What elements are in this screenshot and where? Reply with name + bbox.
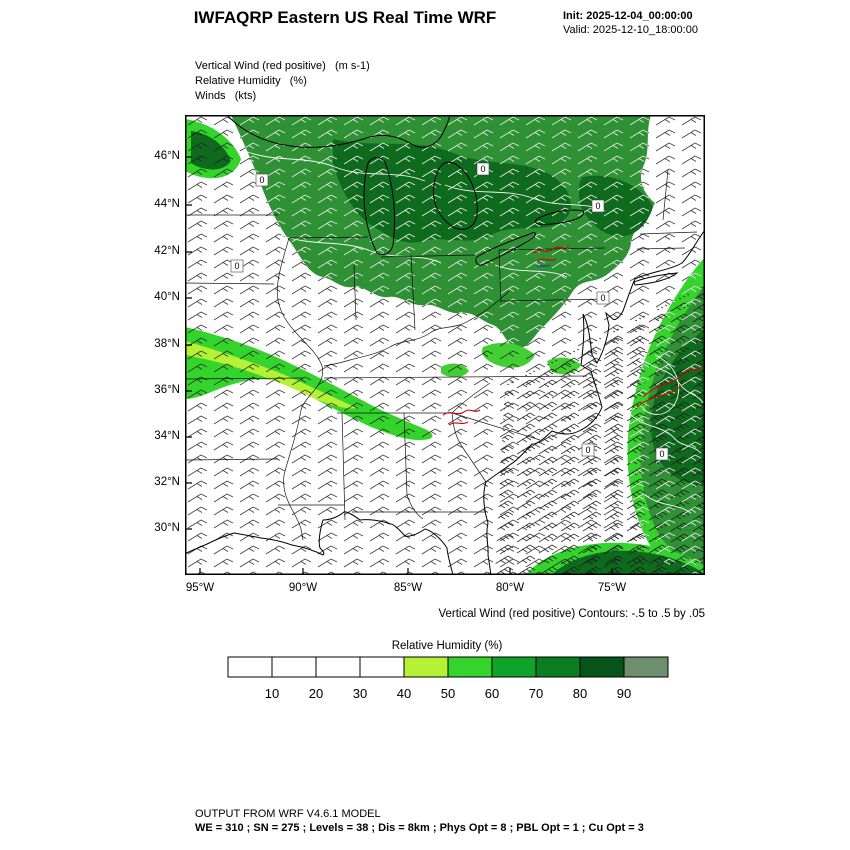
page-title: IWFAQRP Eastern US Real Time WRF: [193, 8, 497, 27]
lat-tick-46n: 46°N: [154, 150, 180, 162]
colorbar-cell: [623, 656, 669, 678]
colorbar-tick: 10: [265, 686, 279, 701]
contour-interval-note: Vertical Wind (red positive) Contours: -…: [438, 608, 705, 620]
vertical-wind-contours: [442, 245, 703, 426]
field-label-winds: Winds (kts): [195, 90, 257, 102]
model-config-line: WE = 310 ; SN = 275 ; Levels = 38 ; Dis …: [195, 822, 644, 834]
lat-tick-30n: 30°N: [154, 522, 180, 534]
colorbar-cell: [447, 656, 493, 678]
zero-contour-labels: 0 0 0 0 0 0 0: [230, 162, 669, 461]
lat-tick-36n: 36°N: [154, 384, 180, 396]
lat-tick-38n: 38°N: [154, 338, 180, 350]
wind-barbs: [185, 115, 705, 575]
white-barbs-over-shading: [231, 115, 655, 348]
colorbar-cell: [403, 656, 449, 678]
lon-tick-95w: 95°W: [185, 582, 215, 594]
weather-map: 0 0 0 0 0 0 0: [185, 115, 705, 575]
coastline: [185, 229, 705, 575]
lat-tick-42n: 42°N: [154, 245, 180, 257]
zero-label: 0: [600, 293, 605, 303]
colorbar-cell: [491, 656, 537, 678]
colorbar-tick-labels: 10 20 30 40 50 60 70 80 90: [265, 686, 631, 701]
colorbar-tick: 70: [529, 686, 543, 701]
zero-label: 0: [480, 164, 485, 174]
colorbar-cell: [227, 656, 273, 678]
zero-label: 0: [585, 445, 590, 455]
lat-tick-40n: 40°N: [154, 291, 180, 303]
lon-tick-90w: 90°W: [288, 582, 318, 594]
colorbar-cell: [579, 656, 625, 678]
colorbar-tick: 80: [573, 686, 587, 701]
zero-label: 0: [259, 175, 264, 185]
lat-tick-34n: 34°N: [154, 430, 180, 442]
lon-tick-75w: 75°W: [597, 582, 627, 594]
colorbar-tick: 90: [617, 686, 631, 701]
field-label-vertical-wind: Vertical Wind (red positive) (m s-1): [195, 60, 370, 72]
colorbar-tick: 60: [485, 686, 499, 701]
zero-label: 0: [659, 449, 664, 459]
colorbar: 10 20 30 40 50 60 70 80 90: [227, 656, 669, 701]
colorbar-title: Relative Humidity (%): [391, 640, 503, 652]
rh-contours: [244, 150, 704, 514]
state-borders: [185, 169, 698, 541]
colorbar-cells: [227, 656, 669, 678]
colorbar-tick: 40: [397, 686, 411, 701]
colorbar-cell: [271, 656, 317, 678]
colorbar-tick: 30: [353, 686, 367, 701]
zero-label: 0: [595, 201, 600, 211]
great-lakes: [226, 115, 584, 266]
model-output-line: OUTPUT FROM WRF V4.6.1 MODEL: [195, 808, 381, 820]
valid-time-label: Valid: 2025-12-10_18:00:00: [563, 24, 698, 36]
colorbar-cell: [359, 656, 405, 678]
colorbar-tick: 50: [441, 686, 455, 701]
lat-tick-32n: 32°N: [154, 476, 180, 488]
colorbar-cell: [315, 656, 361, 678]
field-label-relative-humidity: Relative Humidity (%): [195, 75, 307, 87]
map-frame: [185, 115, 705, 575]
lon-tick-80w: 80°W: [495, 582, 525, 594]
lon-tick-85w: 85°W: [393, 582, 423, 594]
colorbar-cell: [535, 656, 581, 678]
colorbar-tick: 20: [309, 686, 323, 701]
lat-tick-44n: 44°N: [154, 198, 180, 210]
white-barbs-over-offshore: [627, 257, 705, 575]
init-time-label: Init: 2025-12-04_00:00:00: [563, 10, 693, 22]
axis-ticks: [185, 156, 613, 575]
zero-label: 0: [234, 261, 239, 271]
